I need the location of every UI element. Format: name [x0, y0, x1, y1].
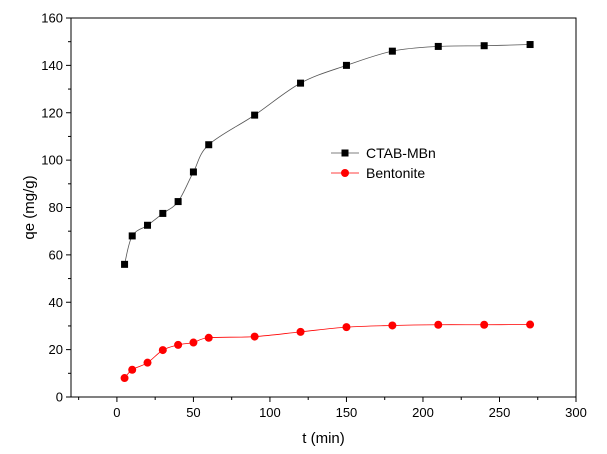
data-point-ctab-mbn [434, 42, 442, 50]
data-point-bentonite [174, 340, 183, 349]
data-point-ctab-mbn [388, 47, 396, 55]
y-tick-label: 60 [49, 247, 63, 262]
data-point-ctab-mbn [189, 168, 197, 176]
data-point-ctab-mbn [144, 221, 152, 229]
data-point-bentonite [143, 358, 152, 367]
data-point-bentonite [388, 321, 397, 330]
x-tick-label: 200 [412, 405, 434, 420]
data-point-bentonite [128, 365, 137, 374]
data-point-bentonite [189, 338, 198, 347]
y-tick-label: 40 [49, 295, 63, 310]
data-point-ctab-mbn [205, 141, 213, 149]
data-point-ctab-mbn [297, 79, 305, 87]
legend-marker-circle [341, 169, 349, 177]
x-tick-label: 50 [186, 405, 200, 420]
legend-label: CTAB-MBn [366, 145, 436, 161]
data-point-ctab-mbn [251, 111, 259, 119]
y-tick-label: 20 [49, 342, 63, 357]
y-tick-label: 160 [41, 11, 63, 26]
data-point-bentonite [204, 333, 213, 342]
y-axis-title: qe (mg/g) [21, 175, 38, 239]
x-tick-label: 250 [489, 405, 511, 420]
legend-marker-square [341, 149, 349, 157]
data-point-bentonite [480, 320, 489, 329]
y-tick-label: 100 [41, 153, 63, 168]
data-point-ctab-mbn [342, 61, 350, 69]
y-tick-label: 140 [41, 58, 63, 73]
y-tick-label: 80 [49, 200, 63, 215]
data-point-ctab-mbn [480, 42, 488, 50]
x-axis-title: t (min) [302, 430, 345, 447]
data-point-bentonite [434, 320, 443, 329]
data-point-bentonite [120, 374, 129, 383]
legend-label: Bentonite [366, 165, 425, 181]
data-point-bentonite [250, 332, 259, 341]
data-point-bentonite [526, 320, 535, 329]
x-tick-label: 0 [113, 405, 120, 420]
series-line-2 [124, 324, 531, 379]
data-point-ctab-mbn [128, 232, 136, 240]
x-tick-label: 300 [565, 405, 587, 420]
data-point-ctab-mbn [526, 41, 534, 49]
x-tick-label: 100 [259, 405, 281, 420]
data-point-ctab-mbn [174, 198, 182, 206]
legend: CTAB-MBn Bentonite [331, 145, 436, 181]
data-point-ctab-mbn [121, 260, 129, 268]
y-tick-label: 0 [56, 390, 63, 405]
data-point-bentonite [296, 327, 305, 336]
data-point-bentonite [342, 323, 351, 332]
series-line-1 [124, 44, 531, 265]
plot-frame [70, 17, 577, 398]
data-point-ctab-mbn [159, 209, 167, 217]
y-tick-label: 120 [41, 105, 63, 120]
x-tick-label: 150 [336, 405, 358, 420]
data-point-bentonite [158, 346, 167, 355]
